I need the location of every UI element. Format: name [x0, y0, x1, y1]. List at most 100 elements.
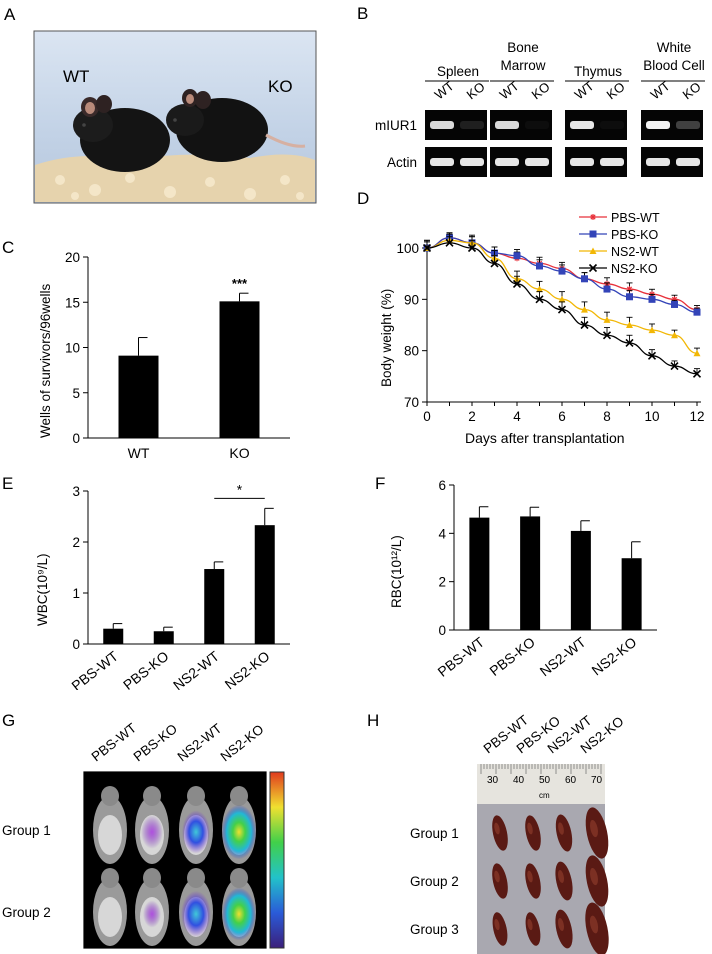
- x-tick-label: NS2-KO: [589, 634, 640, 679]
- gel-band: [460, 121, 484, 129]
- data-point: [589, 230, 597, 238]
- mouse-head: [101, 868, 119, 888]
- gel-tissue-title: Thymus: [574, 64, 622, 79]
- panel-letter-a: A: [4, 5, 16, 24]
- gel-row-label: Actin: [387, 155, 417, 170]
- luminescence-signal: [141, 815, 163, 849]
- gel-band: [600, 158, 624, 166]
- data-point: [536, 285, 543, 293]
- mouse-head: [230, 786, 248, 806]
- x-tick-label: PBS-KO: [486, 634, 538, 679]
- data-point: [693, 308, 701, 316]
- y-tick-label: 10: [65, 341, 80, 356]
- data-point: [422, 243, 432, 253]
- gel-band: [525, 121, 549, 129]
- mouse-head: [187, 868, 205, 888]
- imaging-lane-label: PBS-KO: [131, 721, 180, 764]
- imaging-lane-label: NS2-KO: [218, 722, 267, 765]
- data-point: [647, 351, 657, 360]
- spleen-highlight: [557, 870, 565, 884]
- bar: [254, 525, 275, 644]
- bar: [118, 355, 159, 438]
- x-tick-label: 2: [468, 409, 476, 424]
- spleen-highlight: [527, 822, 533, 835]
- x-tick-label: 8: [603, 409, 611, 424]
- panel-letter-b: B: [357, 4, 368, 23]
- y-tick-label: 100: [396, 241, 419, 256]
- data-point: [581, 306, 588, 313]
- imaging-lane-label: PBS-WT: [89, 720, 140, 764]
- bar: [469, 517, 490, 630]
- ruler-unit: cm: [539, 791, 550, 800]
- mouse-head: [143, 786, 161, 806]
- bar: [204, 569, 225, 644]
- data-point: [648, 326, 656, 334]
- data-point: [603, 316, 611, 323]
- x-tick-label: WT: [128, 445, 150, 461]
- y-tick-label: 2: [438, 575, 446, 590]
- mouse-head: [143, 868, 161, 888]
- bar: [219, 301, 260, 438]
- data-point: [626, 321, 633, 328]
- gel-band: [646, 158, 670, 166]
- data-point: [590, 214, 596, 220]
- significance-label: ***: [232, 276, 248, 291]
- imaging-frame: [83, 771, 267, 949]
- panel-letter-f: F: [375, 474, 385, 493]
- luminescence-signal: [143, 900, 161, 928]
- significance-label: *: [237, 481, 243, 497]
- bar: [103, 628, 124, 644]
- gel-tissue-title: Bone: [507, 40, 539, 55]
- panel-c: C Wells of survivors/96wells 0 5 10 15 20 WT K…: [2, 238, 290, 461]
- mouse-head: [101, 786, 119, 806]
- panel-d: D Body weight (%) Days after transplanta…: [357, 189, 705, 446]
- x-tick-label: KO: [229, 445, 249, 461]
- gel-band: [570, 158, 594, 166]
- gel-band: [495, 158, 519, 166]
- y-tick-label: 1: [72, 586, 80, 601]
- gel-lane-label: WT: [432, 78, 457, 102]
- ruler-label: 30: [487, 775, 499, 786]
- y-tick-label: 70: [404, 395, 419, 410]
- gel-band: [676, 121, 700, 129]
- y-tick-label: 0: [72, 431, 80, 446]
- data-point: [648, 295, 656, 303]
- panel-letter-e: E: [2, 474, 13, 493]
- spleen-group-label: Group 3: [410, 922, 459, 937]
- gel-band: [460, 158, 484, 166]
- gel-band: [676, 158, 700, 166]
- chart-f-ylabel: RBC(10¹²/L): [389, 535, 404, 608]
- y-tick-label: 0: [438, 623, 446, 638]
- data-point: [467, 243, 477, 253]
- y-tick-label: 5: [72, 386, 80, 401]
- panel-letter-g: G: [2, 711, 15, 730]
- spleen-highlight: [557, 918, 565, 932]
- legend-label: NS2-KO: [611, 262, 658, 276]
- panel-letter-h: H: [367, 711, 379, 730]
- data-point: [602, 331, 612, 340]
- wt-photo-label: WT: [63, 67, 89, 86]
- legend-label: PBS-KO: [611, 228, 659, 242]
- y-tick-label: 80: [404, 344, 419, 359]
- spleen-highlight: [558, 822, 564, 835]
- spleen-highlight: [590, 867, 598, 886]
- spleen-highlight: [494, 870, 500, 883]
- ko-photo-label: KO: [268, 77, 293, 96]
- data-point: [670, 362, 679, 371]
- data-point: [588, 263, 598, 273]
- mouse-photo: [33, 30, 317, 204]
- data-point: [580, 320, 589, 330]
- data-point: [557, 305, 567, 314]
- data-point: [513, 252, 521, 260]
- data-point: [626, 293, 633, 301]
- bar: [520, 516, 541, 630]
- luminescence-signal: [222, 887, 256, 941]
- data-point: [692, 369, 702, 378]
- gel-band: [430, 121, 454, 129]
- imaging-group-label: Group 1: [2, 823, 51, 838]
- luminescence-signal: [221, 804, 257, 860]
- x-tick-label: PBS-KO: [120, 648, 172, 690]
